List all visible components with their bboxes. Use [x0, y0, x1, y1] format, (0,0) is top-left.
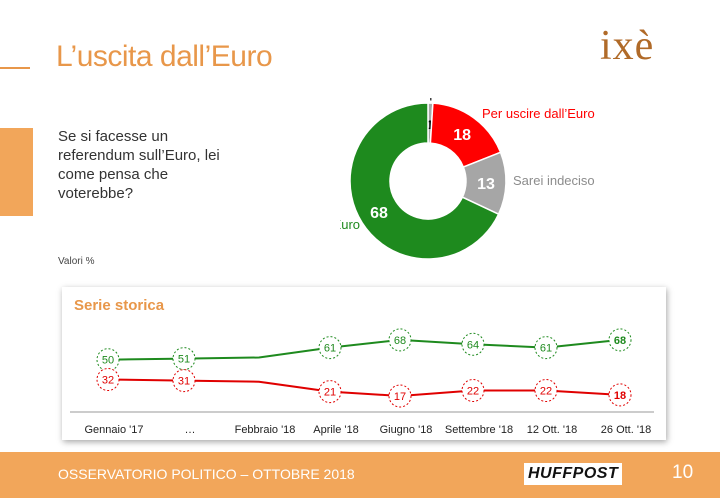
survey-question: Se si facesse un referendum sull’Euro, l…: [58, 128, 220, 202]
footer-text: OSSERVATORIO POLITICO – OTTOBRE 2018: [58, 466, 355, 482]
x-tick-label: …: [185, 424, 196, 436]
page-title: L’uscita dall’Euro: [56, 40, 273, 73]
x-tick-label: Settembre '18: [445, 424, 513, 436]
x-tick-label: Gennaio '17: [85, 424, 144, 436]
data-point-marker: [534, 379, 558, 402]
donut-category-label: non risponde: [390, 98, 465, 101]
donut-category-label: Sarei indeciso: [513, 173, 595, 188]
data-point-marker: [608, 383, 632, 407]
page-number: 10: [672, 462, 694, 483]
data-label: 50: [102, 355, 114, 367]
series-line: [107, 378, 621, 398]
data-point-marker: [318, 336, 342, 360]
data-label: 64: [467, 339, 479, 351]
side-accent-bar: [0, 128, 33, 216]
x-tick-label: Giugno '18: [380, 424, 433, 436]
series-line: [107, 338, 621, 361]
data-point-marker: [461, 332, 485, 356]
data-label: 18: [614, 390, 626, 402]
donut-chart: 1 non risponde 18 Per uscire dall’Euro 13 Sar…: [340, 98, 595, 260]
data-point-marker: [388, 384, 412, 408]
data-label: 17: [394, 391, 406, 403]
data-label: 68: [614, 335, 626, 347]
x-tick-label: Aprile '18: [313, 424, 359, 436]
data-label: 32: [102, 375, 114, 387]
data-label: 22: [467, 386, 479, 398]
data-label: 22: [540, 386, 552, 398]
donut-category-label: Per restare nell’Euro: [340, 217, 360, 232]
data-point-marker: [318, 380, 342, 404]
x-tick-label: Febbraio '18: [235, 424, 296, 436]
data-point-marker: [608, 328, 632, 352]
data-point-marker: [461, 379, 485, 402]
history-title: Serie storica: [74, 297, 165, 314]
data-label: 68: [394, 335, 406, 347]
x-tick-label: 12 Ott. '18: [527, 424, 577, 436]
title-rule: [0, 67, 30, 69]
ixe-logo: ixè: [600, 23, 655, 69]
data-point-marker: [534, 336, 558, 360]
donut-value-label: 68: [370, 205, 388, 222]
donut-value-label: 18: [453, 127, 471, 144]
footer-bar: OSSERVATORIO POLITICO – OTTOBRE 2018 HUF…: [0, 452, 720, 498]
data-label: 51: [178, 354, 190, 366]
donut-category-label: Per uscire dall’Euro: [482, 106, 595, 121]
data-label: 31: [178, 376, 190, 388]
x-tick-label: 26 Ott. '18: [601, 424, 651, 436]
data-label: 61: [540, 343, 552, 355]
history-panel: Serie storica 50 51 61 68 64 61 68 32 31 21 17 22 22…: [62, 287, 666, 440]
donut-value-label: 13: [477, 176, 495, 193]
history-line-chart: 50 51 61 68 64 61 68 32 31 21 17 22 22 18 Gennaio '17 ……: [70, 328, 654, 436]
data-label: 61: [324, 343, 336, 355]
donut-value-label: 1: [426, 118, 433, 132]
data-point-marker: [172, 369, 196, 393]
data-label: 21: [324, 387, 336, 399]
huffpost-logo: HUFFPOST: [524, 463, 623, 485]
donut-slice: [349, 102, 500, 260]
data-point-marker: [388, 328, 412, 352]
data-point-marker: [96, 368, 120, 391]
values-note: Valori %: [58, 256, 95, 267]
